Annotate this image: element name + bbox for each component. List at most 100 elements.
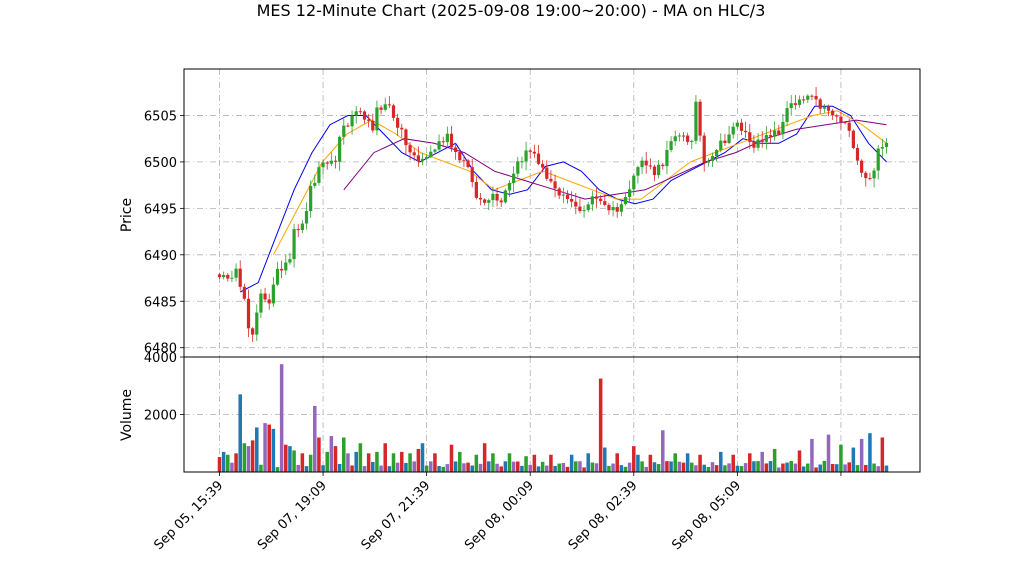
candlestick [449,125,454,152]
candlestick [400,123,404,138]
volume-bar [545,465,549,472]
candlestick [217,272,222,280]
volume-bar [395,462,400,472]
volume-bar [859,438,864,472]
volume-bar [797,450,802,472]
volume-bar [221,451,226,472]
candlestick [574,192,578,214]
candlestick [590,190,594,211]
candlestick [541,160,545,173]
candlestick [329,152,333,167]
volume-bar [279,364,284,472]
candlestick [317,161,321,186]
volume-bar [292,450,296,472]
volume-bar [362,466,367,472]
chart-title: MES 12-Minute Chart (2025-09-08 19:00~20… [257,1,766,20]
volume-bar [495,463,499,472]
price-panel: 6480 6485 6490 6495 6500 6505 Price [119,68,921,358]
volume-bar [851,447,856,472]
volume-bar [574,461,578,472]
volume-bar [453,461,458,472]
volume-bar [748,453,752,472]
candlestick [831,108,835,120]
moving-average-line [343,119,887,200]
volume-bar [308,454,313,472]
volume-bar [677,461,682,472]
x-tick-label: Sep 08, 05:09 [669,478,744,553]
candlestick [835,113,839,124]
candlestick [507,180,512,198]
volume-bar [296,464,300,472]
candlestick [255,304,259,341]
volume-bar [354,451,358,472]
candlestick [474,176,478,200]
volume-bar [590,462,595,472]
candlestick [553,174,557,198]
candlestick [768,128,773,143]
volume-bar [329,436,334,472]
candlestick [230,270,234,283]
volume-bar [636,454,640,472]
volume-bar [424,465,429,472]
volume-bar [768,461,773,472]
candlestick [752,135,756,153]
candlestick [259,289,263,318]
volume-bar [830,463,835,472]
volume-bar [412,461,416,472]
volume-bar [503,461,508,472]
candlestick [735,119,739,130]
volume-bar [520,465,524,472]
candlestick [586,202,590,213]
volume-bar [217,457,222,472]
volume-bar [275,467,280,472]
candlestick [876,145,880,180]
volume-bar [743,463,748,472]
candlestick [868,172,872,181]
volume-bar [379,465,383,472]
candlestick [744,121,748,138]
candlestick [715,149,719,162]
candlestick [806,94,810,103]
candlestick [536,145,541,166]
volume-bar [731,454,735,472]
volume-bar [578,461,582,472]
volume-bar [644,466,648,472]
candlestick [483,198,487,206]
volume-bar [835,464,839,472]
candlestick [843,121,847,125]
candlestick [354,106,358,124]
volume-bar [594,463,599,472]
candlestick [246,289,251,338]
candlestick [748,124,752,149]
candlestick [454,143,458,160]
volume-bar [445,464,450,472]
volume-bar [826,434,831,472]
candlestick [565,190,570,204]
x-tick-label: Sep 07, 21:39 [359,478,434,553]
candlestick [437,134,441,151]
candlestick [640,156,644,175]
volume-panel: 2000 4000 Volume [119,351,921,473]
volume-bar [325,451,329,472]
candlestick [652,164,657,182]
volume-bar [420,443,425,472]
volume-bar [661,430,665,472]
volume-bar [528,464,532,472]
volume-bar [706,467,711,472]
volume-bar [710,462,715,472]
volume-bar [317,437,321,472]
candlestick [702,132,706,172]
volume-bar [864,464,868,472]
volume-bar [429,461,433,472]
volume-bar [656,464,661,472]
candlestick [238,260,242,291]
candlestick [342,118,346,145]
volume-bar [437,465,441,472]
candlestick [632,173,636,196]
volume-panel-frame [183,356,921,473]
candlestick [710,152,715,168]
volume-bar [321,465,325,472]
volume-y-tick-label: 4000 [144,351,177,366]
volume-bar [690,462,694,472]
candlestick [251,327,255,342]
